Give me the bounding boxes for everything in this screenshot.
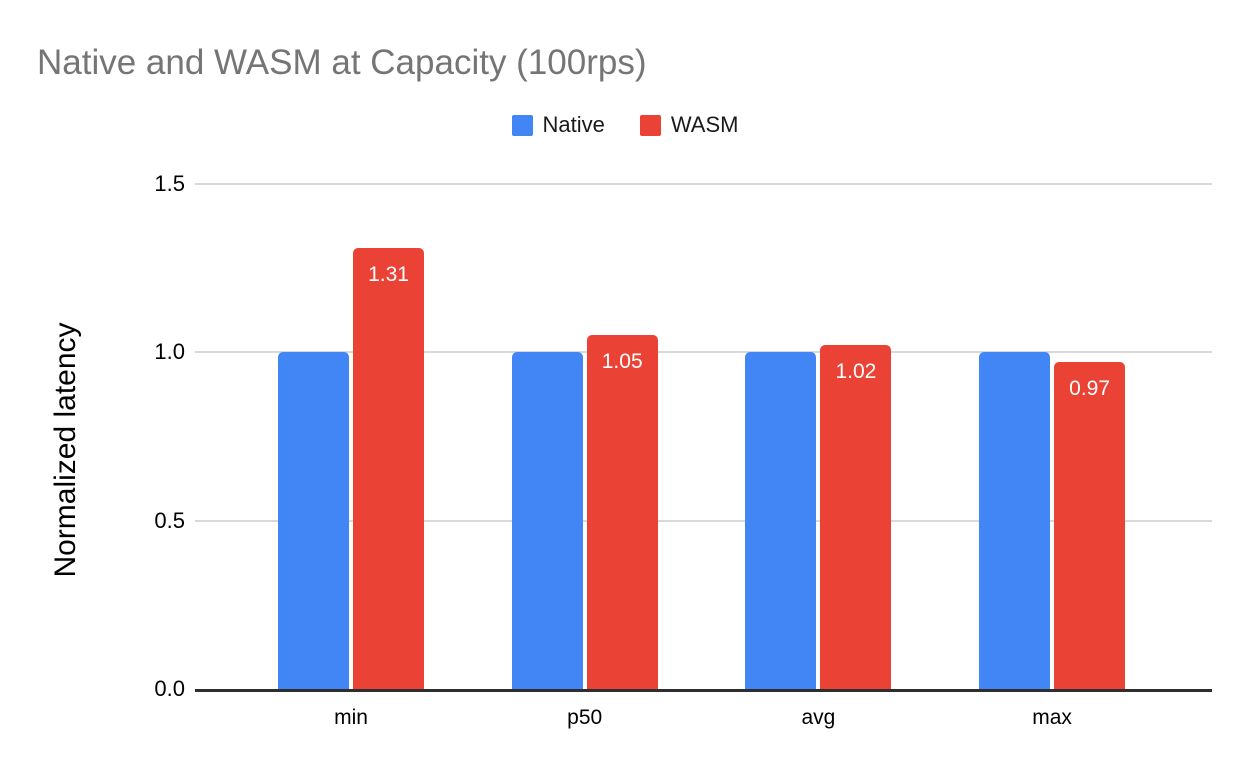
chart-title: Native and WASM at Capacity (100rps) xyxy=(37,43,647,82)
native-legend-swatch-icon xyxy=(511,114,533,136)
legend-label-wasm: WASM xyxy=(670,112,739,137)
bar-wasm-max[interactable]: 0.97 xyxy=(1054,362,1126,689)
bar-native-p50[interactable] xyxy=(511,352,583,689)
bar-value-label: 1.05 xyxy=(601,350,643,374)
legend: Native WASM xyxy=(0,112,1250,138)
bar-value-label: 1.02 xyxy=(835,360,877,384)
bar-wasm-min[interactable]: 1.31 xyxy=(353,247,424,689)
bar-value-label: 1.31 xyxy=(368,262,409,286)
x-tick-label-p50: p50 xyxy=(567,706,603,729)
wasm-legend-swatch-icon xyxy=(639,114,661,136)
x-tick-label-avg: avg xyxy=(801,706,836,729)
bar-wasm-p50[interactable]: 1.05 xyxy=(586,335,658,689)
bar-native-max[interactable] xyxy=(979,352,1051,689)
x-tick-label-max: max xyxy=(1032,706,1072,729)
bar-wasm-avg[interactable]: 1.02 xyxy=(820,345,892,689)
bar-native-avg[interactable] xyxy=(745,352,817,689)
legend-item-native[interactable]: Native xyxy=(511,112,605,138)
gridline-1.0 xyxy=(195,351,1212,353)
bar-value-label: 0.97 xyxy=(1069,377,1111,401)
x-axis-line xyxy=(195,689,1212,692)
y-tick-label-1.0: 1.0 xyxy=(154,339,185,364)
legend-label-native: Native xyxy=(542,112,605,137)
y-tick-label-0.5: 0.5 xyxy=(154,507,185,533)
x-tick-label-min: min xyxy=(334,706,368,729)
y-tick-label-0.0: 0.0 xyxy=(154,676,185,701)
gridline-0.5 xyxy=(195,519,1212,522)
gridline-1.5 xyxy=(195,182,1212,185)
legend-item-wasm[interactable]: WASM xyxy=(639,112,739,138)
y-tick-label-1.5: 1.5 xyxy=(154,170,185,196)
bar-native-min[interactable] xyxy=(278,352,349,689)
